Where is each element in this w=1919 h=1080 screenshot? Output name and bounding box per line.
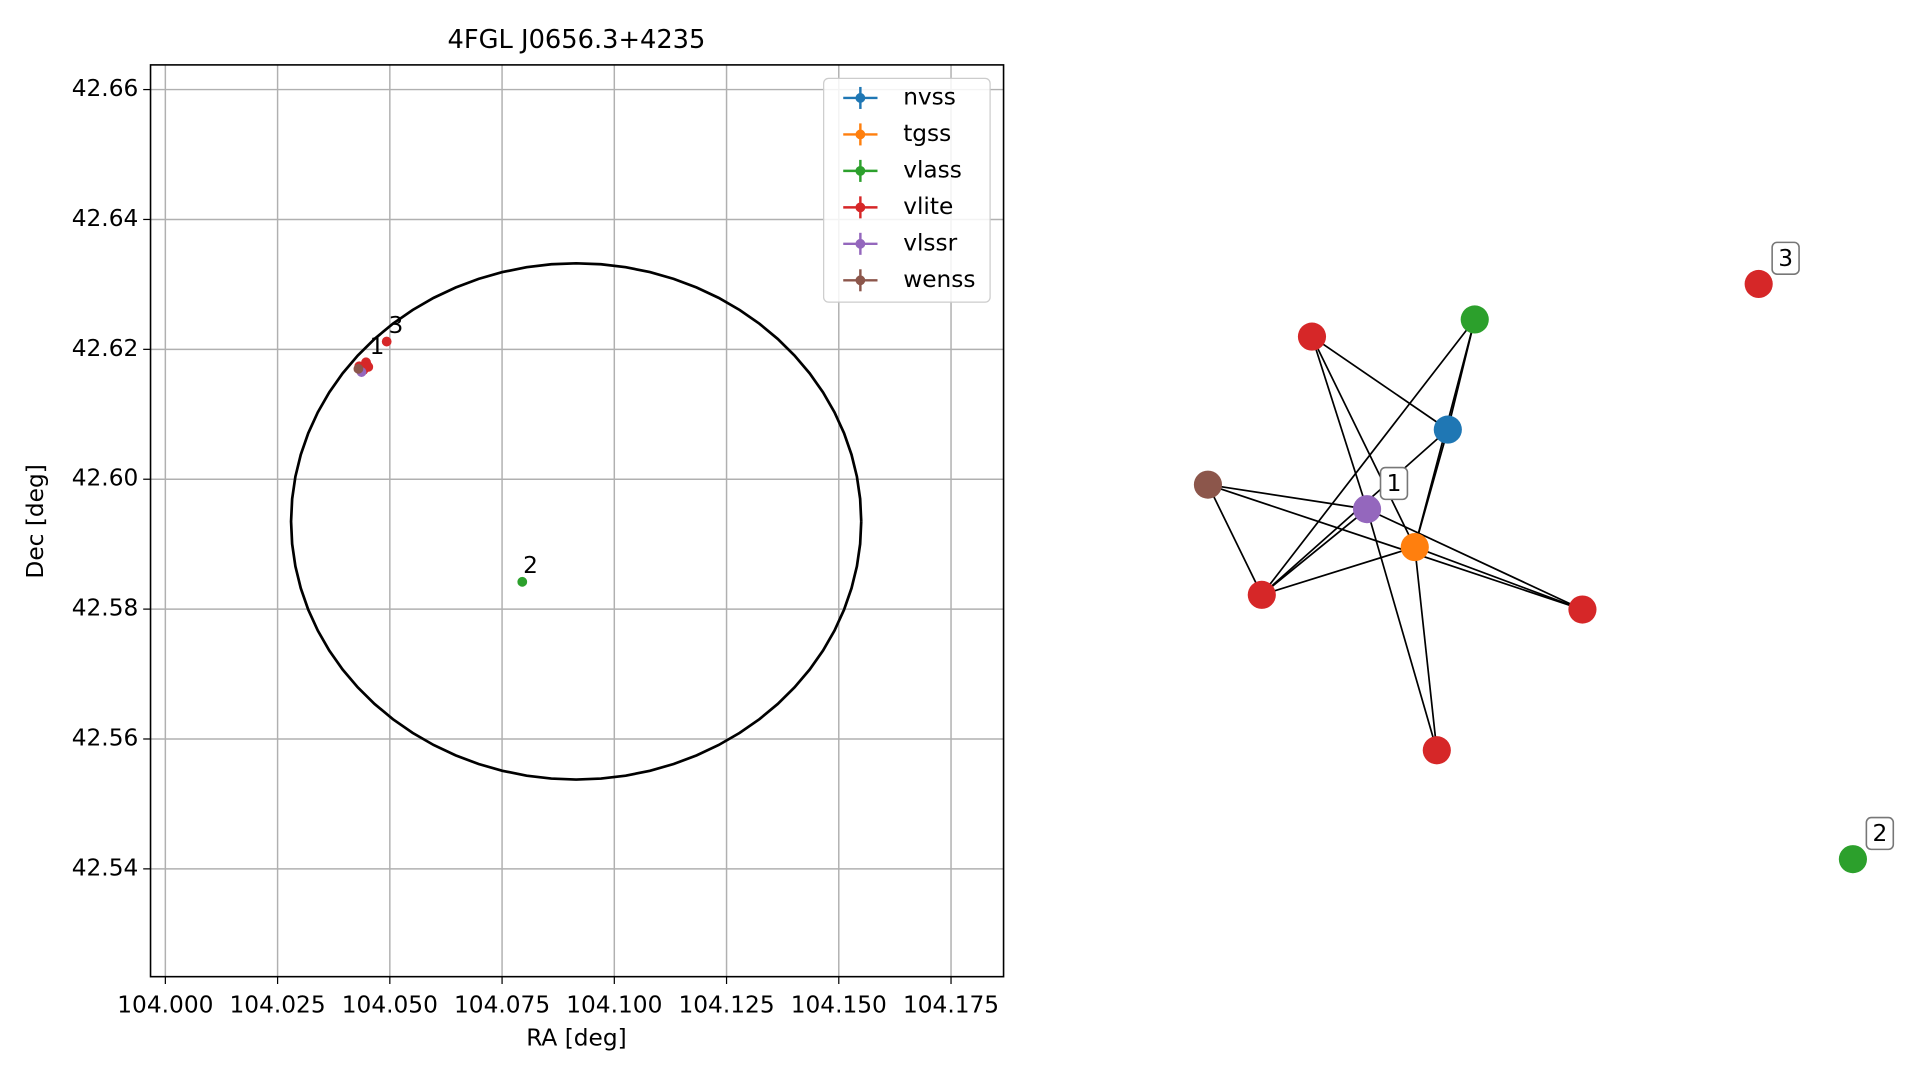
graph-node [1297, 322, 1327, 351]
graph-edge [1207, 483, 1368, 511]
y-tick-label: 42.56 [72, 724, 139, 751]
graph-edge [1311, 336, 1368, 510]
legend-label: nvss [903, 83, 956, 110]
y-tick-label: 42.58 [72, 595, 139, 622]
graph-edge [1207, 484, 1263, 596]
legend-label: tgss [903, 120, 951, 147]
legend-marker [855, 202, 866, 213]
x-tick-label: 104.025 [230, 992, 326, 1019]
graph-edge [1413, 429, 1449, 548]
legend-marker [855, 275, 866, 286]
data-point [363, 361, 374, 372]
node-label: 2 [1872, 820, 1887, 847]
data-point [381, 336, 392, 347]
graph-node [1744, 269, 1773, 299]
graph-edge [1207, 483, 1583, 611]
graph-node [1838, 845, 1867, 874]
y-tick-label: 42.66 [72, 75, 139, 102]
graph-edge [1261, 318, 1476, 596]
graph-node [1460, 305, 1489, 334]
graph-node [1422, 736, 1451, 765]
annotation: 2 [523, 552, 538, 579]
legend-marker [855, 238, 866, 249]
y-tick-label: 42.60 [72, 465, 139, 492]
error-ellipse [289, 261, 863, 781]
graph-node [1247, 580, 1276, 609]
x-tick-label: 104.075 [454, 992, 550, 1019]
y-axis-label: Dec [deg] [22, 464, 49, 578]
x-tick-label: 104.100 [566, 992, 662, 1019]
node-label-box [1379, 466, 1409, 501]
chart-title: 4FGL J0656.3+4235 [448, 25, 706, 55]
legend-marker [855, 165, 866, 176]
y-tick-label: 42.64 [72, 205, 139, 232]
graph-edge [1261, 508, 1368, 596]
x-tick-label: 104.150 [791, 992, 887, 1019]
graph-node [1433, 415, 1462, 444]
x-axis-label: RA [deg] [526, 1025, 626, 1052]
legend-label: vlssr [903, 229, 957, 256]
legend-label: wenss [903, 266, 975, 293]
x-tick-label: 104.125 [678, 992, 774, 1019]
graph-edge [1366, 508, 1438, 751]
legend-label: vlass [903, 156, 962, 183]
legend-marker [855, 129, 866, 140]
node-label-box [1771, 241, 1800, 275]
legend-marker [855, 93, 866, 103]
plot-frame [149, 64, 1005, 978]
node-label-box [1865, 816, 1895, 851]
x-tick-label: 104.000 [117, 992, 213, 1019]
node-label: 3 [1778, 245, 1793, 272]
graph-edge [1261, 546, 1416, 596]
graph-edge [1311, 335, 1449, 431]
graph-node [1400, 533, 1429, 562]
graph-node [1568, 595, 1597, 624]
x-tick-label: 104.175 [903, 992, 999, 1019]
graph-node [1352, 495, 1382, 524]
data-point [517, 576, 528, 587]
graph-edge [1366, 508, 1583, 611]
graph-edge [1414, 546, 1583, 611]
graph-edge [1311, 336, 1416, 548]
y-tick-label: 42.54 [72, 854, 139, 881]
x-tick-label: 104.050 [342, 992, 438, 1019]
y-tick-label: 42.62 [72, 335, 139, 362]
graph-edge [1413, 547, 1438, 751]
legend-label: vlite [903, 193, 953, 220]
graph-node [1193, 470, 1223, 499]
annotation: 1 [370, 333, 385, 360]
node-label: 1 [1387, 470, 1402, 497]
data-point [353, 363, 364, 374]
annotation: 3 [388, 312, 403, 339]
